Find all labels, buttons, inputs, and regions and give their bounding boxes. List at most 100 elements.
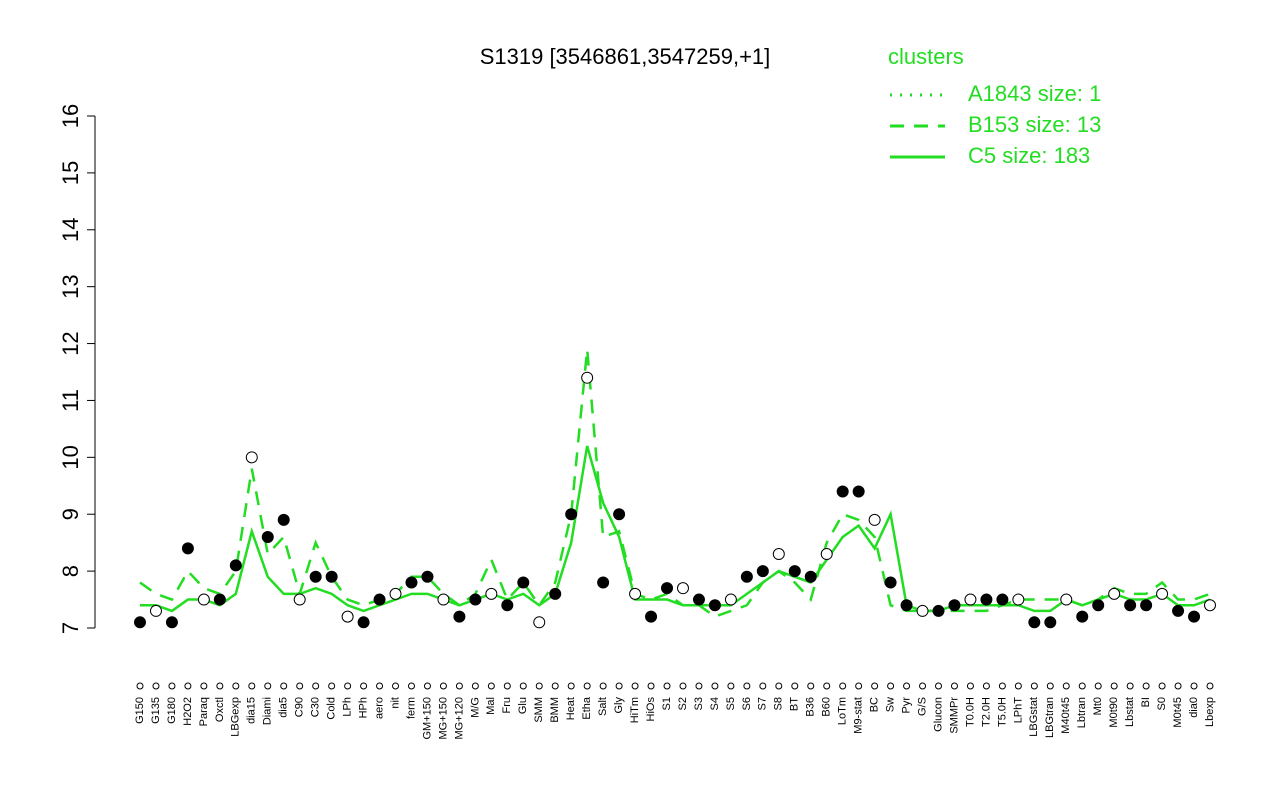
- point: [724, 593, 737, 606]
- x-tick-label: G180: [166, 697, 178, 724]
- legend-label: C5 size: 183: [968, 143, 1090, 168]
- legend-label: A1843 size: 1: [968, 81, 1101, 106]
- x-tick-label: Diami: [262, 697, 274, 725]
- x-tick-label: LBGstat: [1028, 697, 1040, 737]
- rug-point: [887, 682, 895, 690]
- y-tick-label: 8: [58, 565, 83, 577]
- rug-point: [423, 682, 431, 690]
- x-tick-label: S6: [741, 697, 753, 710]
- x-tick-label: M/G: [469, 697, 481, 718]
- rug-point: [695, 682, 703, 690]
- point: [1140, 599, 1153, 612]
- point: [932, 604, 945, 617]
- point: [1092, 599, 1105, 612]
- x-tick-label: B36: [805, 697, 817, 717]
- rug-point: [232, 682, 240, 690]
- point: [884, 576, 897, 589]
- y-tick-label: 10: [58, 445, 83, 469]
- x-tick-label: S3: [693, 697, 705, 710]
- x-tick-label: M9-stat: [853, 697, 865, 734]
- rug-point: [935, 682, 943, 690]
- x-tick-label: S5: [725, 697, 737, 710]
- x-tick-label: Cold: [326, 697, 338, 720]
- point: [325, 570, 338, 583]
- rug-point: [966, 682, 974, 690]
- y-tick-label: 13: [58, 274, 83, 298]
- point: [980, 593, 993, 606]
- x-tick-label: Lbstat: [1124, 697, 1136, 727]
- rug-point: [184, 682, 192, 690]
- point: [1012, 593, 1025, 606]
- rug-point: [647, 682, 655, 690]
- x-tick-label: Mt0: [1092, 697, 1104, 715]
- rug-point: [615, 682, 623, 690]
- chart-title: S1319 [3546861,3547259,+1]: [480, 44, 771, 69]
- point: [1108, 587, 1121, 600]
- rug-point: [1206, 682, 1214, 690]
- rug-point: [998, 682, 1006, 690]
- rug-point: [775, 682, 783, 690]
- point: [197, 593, 210, 606]
- x-tick-label: T2.0H: [980, 697, 992, 727]
- y-tick-label: 7: [58, 622, 83, 634]
- rug-point: [1126, 682, 1134, 690]
- rug-point: [1110, 682, 1118, 690]
- rug-point: [264, 682, 272, 690]
- x-tick-label: T0.0H: [964, 697, 976, 727]
- point: [181, 542, 194, 555]
- point: [277, 513, 290, 526]
- rug-point: [855, 682, 863, 690]
- rug-point: [1030, 682, 1038, 690]
- point: [533, 616, 546, 629]
- rug-point: [1014, 682, 1022, 690]
- x-tick-label: HiOs: [645, 697, 657, 722]
- point: [692, 593, 705, 606]
- rug-point: [1046, 682, 1054, 690]
- y-tick-label: 11: [58, 389, 83, 412]
- rug-point: [982, 682, 990, 690]
- rug-point: [950, 682, 958, 690]
- rug-point: [727, 682, 735, 690]
- rug-point: [535, 682, 543, 690]
- rug-point: [791, 682, 799, 690]
- x-tick-label: G135: [150, 697, 162, 724]
- rug-point: [328, 682, 336, 690]
- point: [1060, 593, 1073, 606]
- legend: clusters A1843 size: 1 B153 size: 13 C5 si…: [888, 44, 1101, 168]
- point: [1156, 587, 1169, 600]
- x-tick-label: Heat: [565, 697, 577, 720]
- x-tick-label: G150: [134, 697, 146, 724]
- rug-point: [663, 682, 671, 690]
- rug-point: [679, 682, 687, 690]
- x-tick-label: SMMPr: [948, 697, 960, 734]
- x-tick-label: C90: [294, 697, 306, 717]
- point: [852, 485, 865, 498]
- point: [581, 371, 594, 384]
- x-tick-label: Lbexp: [1204, 697, 1216, 727]
- x-tick-label: S4: [709, 697, 721, 710]
- rug-point: [407, 682, 415, 690]
- rug-point: [903, 682, 911, 690]
- rug-point: [583, 682, 591, 690]
- rug-point: [567, 682, 575, 690]
- rug-point: [312, 682, 320, 690]
- rug-point: [487, 682, 495, 690]
- point: [740, 570, 753, 583]
- point: [916, 604, 929, 617]
- rug-point: [1142, 682, 1150, 690]
- point: [996, 593, 1009, 606]
- rug-point: [1078, 682, 1086, 690]
- x-tick-label: BC: [869, 697, 881, 712]
- x-tick-label: dia5: [278, 697, 290, 718]
- rug-point: [551, 682, 559, 690]
- rug-point: [759, 682, 767, 690]
- point: [900, 599, 913, 612]
- x-tick-label: LoTm: [837, 697, 849, 725]
- x-tick-label: Sw: [885, 697, 897, 712]
- rug-point: [823, 682, 831, 690]
- x-tick-label: HiTm: [629, 697, 641, 723]
- point: [341, 610, 354, 623]
- x-tick-label: LPh: [342, 697, 354, 717]
- point: [389, 587, 402, 600]
- point: [405, 576, 418, 589]
